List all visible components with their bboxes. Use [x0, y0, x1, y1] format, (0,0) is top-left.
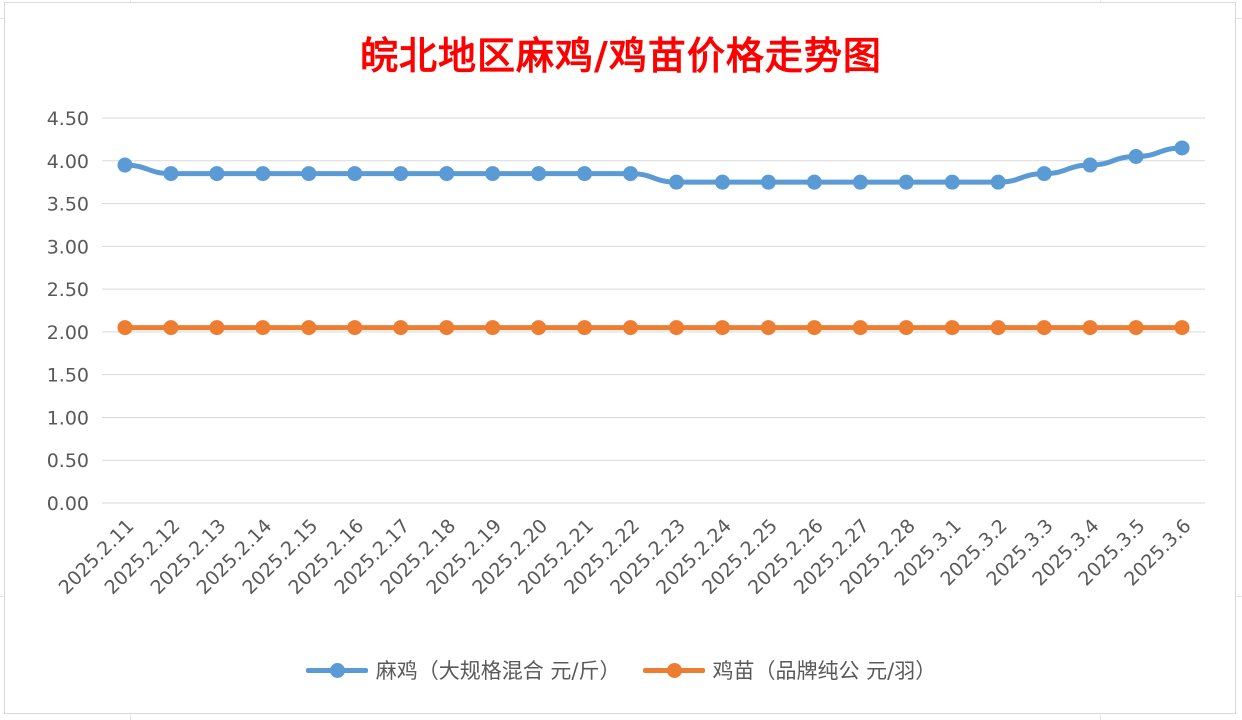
chart-title: 皖北地区麻鸡/鸡苗价格走势图 — [360, 33, 882, 78]
legend-label-series-2: 鸡苗（品牌纯公 元/羽） — [712, 659, 937, 683]
legend-label-series-1: 麻鸡（大规格混合 元/斤） — [375, 659, 621, 683]
data-point-series-1 — [347, 166, 363, 182]
data-point-series-1 — [301, 166, 317, 182]
data-point-series-2 — [347, 320, 363, 336]
data-point-series-1 — [714, 174, 730, 190]
y-tick-label: 1.00 — [47, 407, 89, 429]
data-point-series-1 — [393, 166, 409, 182]
data-point-series-1 — [623, 166, 639, 182]
data-point-series-1 — [1082, 157, 1098, 173]
data-point-series-2 — [577, 320, 593, 336]
data-point-series-2 — [668, 320, 684, 336]
data-point-series-1 — [1036, 166, 1052, 182]
data-point-series-1 — [485, 166, 501, 182]
data-point-series-1 — [1128, 149, 1144, 164]
data-point-series-1 — [255, 166, 271, 182]
data-point-series-2 — [760, 320, 776, 336]
plot-area: 0.00 0.50 1.00 1.50 2.00 2.50 3.00 3.50 4.00 4.50… — [47, 108, 1205, 599]
data-point-series-1 — [668, 174, 684, 190]
data-point-series-2 — [439, 320, 455, 336]
legend-item-series-2: 鸡苗（品牌纯公 元/羽） — [642, 655, 937, 685]
series-line-1 — [124, 145, 1183, 185]
data-point-series-1 — [852, 174, 868, 190]
data-point-series-1 — [209, 166, 225, 182]
data-point-series-1 — [760, 174, 776, 190]
data-point-series-2 — [714, 320, 730, 336]
data-point-series-2 — [990, 320, 1006, 336]
y-tick-label: 3.00 — [47, 236, 89, 258]
data-point-series-2 — [1036, 320, 1052, 336]
data-point-series-2 — [255, 320, 271, 336]
data-point-series-1 — [117, 157, 133, 173]
y-tick-label: 1.50 — [47, 365, 89, 387]
data-point-series-1 — [806, 174, 822, 190]
y-tick-label: 0.00 — [47, 493, 89, 515]
data-point-series-2 — [623, 320, 639, 336]
legend-item-series-1: 麻鸡（大规格混合 元/斤） — [305, 655, 621, 685]
y-tick-label: 4.50 — [47, 108, 89, 130]
y-tick-label: 3.50 — [47, 194, 89, 216]
legend-marker-series-1 — [305, 663, 368, 678]
data-point-series-1 — [439, 166, 455, 182]
data-point-series-2 — [485, 320, 501, 336]
data-point-series-2 — [163, 320, 179, 336]
data-point-series-1 — [531, 166, 547, 182]
y-tick-label: 2.50 — [47, 279, 89, 301]
data-point-series-2 — [1082, 320, 1098, 336]
y-tick-label: 2.00 — [47, 322, 89, 344]
data-point-series-2 — [806, 320, 822, 336]
legend-marker-series-2 — [642, 663, 705, 678]
data-point-series-2 — [209, 320, 225, 336]
chart-area[interactable]: 皖北地区麻鸡/鸡苗价格走势图 0.00 0.50 1.00 1.50 2.00 2.50 3… — [4, 2, 1236, 714]
data-point-series-2 — [852, 320, 868, 336]
data-point-series-2 — [531, 320, 547, 336]
data-point-series-1 — [990, 174, 1006, 190]
data-point-series-1 — [1174, 140, 1190, 156]
data-point-series-1 — [163, 166, 179, 182]
data-point-series-2 — [898, 320, 914, 336]
data-point-series-1 — [944, 174, 960, 190]
data-point-series-2 — [301, 320, 317, 336]
data-point-series-2 — [1174, 320, 1190, 336]
data-point-series-2 — [393, 320, 409, 336]
data-point-series-2 — [944, 320, 960, 336]
data-point-series-1 — [577, 166, 593, 182]
y-tick-label: 4.00 — [47, 151, 89, 173]
data-point-series-1 — [898, 174, 914, 190]
data-point-series-2 — [1128, 320, 1144, 336]
data-point-series-2 — [117, 320, 133, 336]
y-tick-label: 0.50 — [47, 450, 89, 472]
chart-legend: 麻鸡（大规格混合 元/斤） 鸡苗（品牌纯公 元/羽） — [5, 655, 1237, 685]
